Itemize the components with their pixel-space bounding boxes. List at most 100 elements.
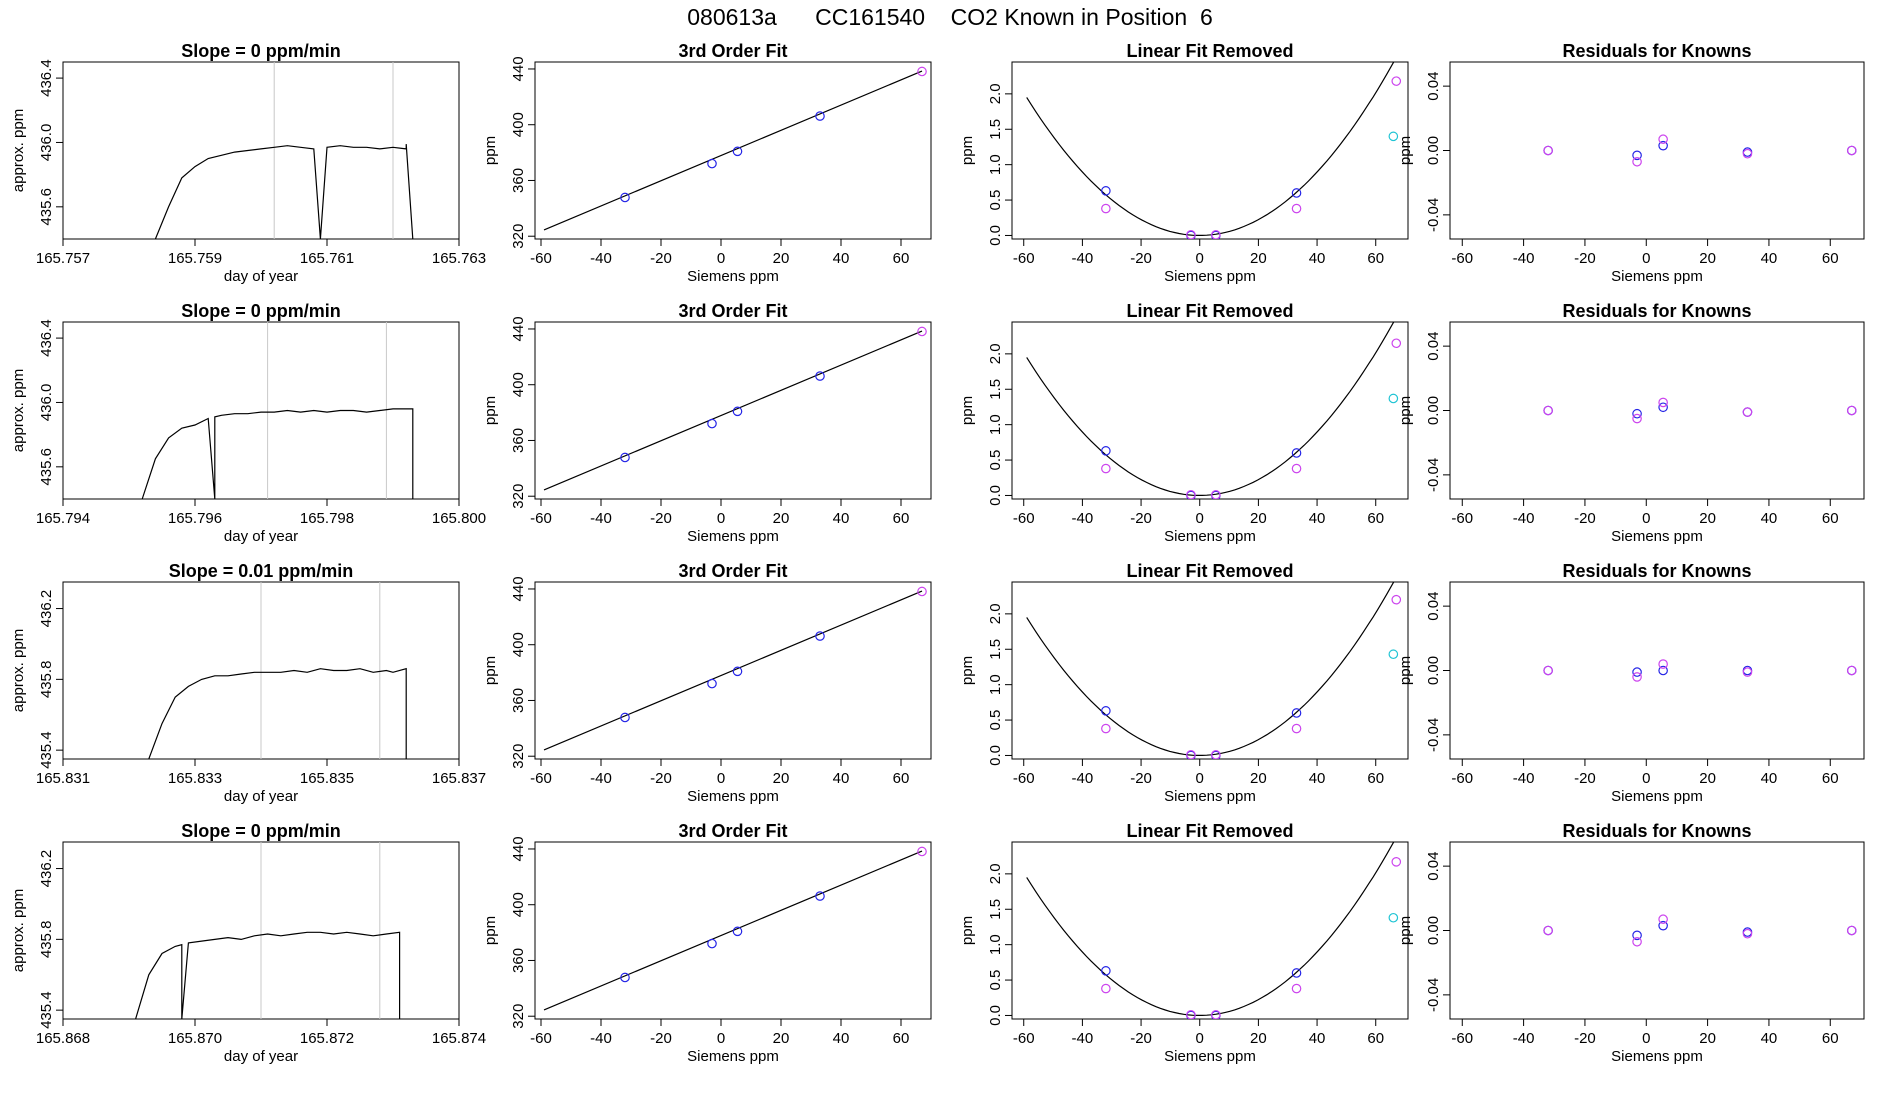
x-tick-label: 20 (1250, 250, 1267, 267)
y-axis-label: ppm (482, 396, 499, 425)
y-tick-label: 435.8 (38, 921, 55, 959)
data-point (1391, 76, 1402, 86)
data-point (815, 371, 825, 381)
x-axis-label: day of year (224, 528, 298, 545)
data-point (1658, 402, 1668, 413)
y-tick-label: 0.0 (987, 745, 1004, 766)
x-tick-label: 20 (773, 1030, 790, 1047)
y-tick-label: 436.0 (38, 124, 55, 162)
fit-curve (1026, 842, 1395, 1016)
data-point (707, 418, 717, 429)
plot-area (141, 322, 414, 499)
data-point (1846, 925, 1857, 936)
fit-curve (1026, 62, 1395, 236)
x-tick-label: 20 (1699, 250, 1716, 267)
plot-area (1026, 842, 1402, 1019)
x-axis-label: Siemens ppm (1611, 268, 1703, 285)
data-point (815, 631, 825, 641)
figure-title: 080613a CC161540 CO2 Known in Position 6 (687, 4, 1213, 30)
y-tick-label: 0.5 (987, 970, 1004, 991)
y-tick-label: 1.0 (987, 674, 1004, 695)
data-point (1291, 448, 1302, 458)
x-tick-label: -40 (590, 1030, 612, 1047)
data-point (1101, 983, 1111, 994)
y-tick-label: 360 (510, 948, 527, 973)
data-point (1658, 134, 1668, 145)
plot-frame (1449, 61, 1865, 240)
x-tick-label: 40 (1761, 1030, 1778, 1047)
x-tick-label: -20 (1574, 250, 1596, 267)
y-axis-label: approx. ppm (10, 629, 27, 712)
data-point (1101, 723, 1111, 734)
y-tick-label: 0.5 (987, 190, 1004, 211)
plot-frame (62, 61, 460, 240)
y-tick-label: 0.00 (1425, 916, 1442, 945)
y-tick-label: 1.5 (987, 379, 1004, 400)
x-tick-label: -20 (650, 510, 672, 527)
x-tick-label: -40 (1072, 250, 1094, 267)
x-tick-label: 60 (1822, 770, 1839, 787)
data-point (1388, 393, 1399, 404)
x-tick-label: 40 (1761, 770, 1778, 787)
plot-frame (1449, 321, 1865, 500)
y-tick-label: 0.04 (1425, 852, 1442, 881)
data-point (1632, 150, 1642, 161)
x-tick-label: 165.757 (36, 250, 90, 267)
x-tick-label: 40 (1309, 770, 1326, 787)
plot-frame (1011, 841, 1409, 1020)
y-tick-label: 1.5 (987, 119, 1004, 140)
x-tick-label: -60 (1013, 770, 1035, 787)
plot-area (1543, 134, 1857, 167)
data-point (1186, 749, 1196, 759)
plot-panel-p13: Slope = 0 ppm/min 165.868 165.870 165.872 16… (10, 821, 486, 1065)
plot-frame (534, 321, 932, 500)
data-point (1186, 489, 1196, 499)
data-point (1543, 665, 1553, 676)
y-tick-label: 2.0 (987, 343, 1004, 364)
y-tick-label: 436.0 (38, 384, 55, 422)
x-axis-label: Siemens ppm (1611, 528, 1703, 545)
x-axis-label: day of year (224, 268, 298, 285)
y-axis-label: ppm (959, 656, 976, 685)
y-axis-label: ppm (959, 136, 976, 165)
y-tick-label: 0.00 (1425, 136, 1442, 165)
x-tick-label: 40 (833, 510, 850, 527)
x-tick-label: 60 (1367, 250, 1384, 267)
y-axis-label: approx. ppm (10, 109, 27, 192)
data-point (1186, 1009, 1196, 1019)
y-tick-label: 0.00 (1425, 656, 1442, 685)
data-point (1101, 186, 1111, 196)
x-tick-label: 0 (1196, 250, 1204, 267)
fit-curve (1026, 322, 1395, 496)
x-tick-label: 0 (1196, 510, 1204, 527)
x-axis-label: Siemens ppm (687, 528, 779, 545)
plot-frame (1011, 61, 1409, 240)
plot-panel-p11: Linear Fit Removed -60 -40 -20 0 20 40 60 0.0 0.5… (959, 561, 1409, 805)
y-tick-label: 320 (510, 744, 527, 769)
data-point (1391, 857, 1402, 867)
data-point (1658, 140, 1668, 151)
y-axis-label: approx. ppm (10, 889, 27, 972)
y-axis-label: approx. ppm (10, 369, 27, 452)
y-axis-label: ppm (1397, 136, 1414, 165)
x-tick-label: 60 (893, 770, 910, 787)
y-tick-label: 320 (510, 484, 527, 509)
data-point (1658, 659, 1668, 669)
y-tick-label: -0.04 (1425, 718, 1442, 752)
series-line (154, 144, 414, 239)
x-tick-label: -60 (1451, 1030, 1473, 1047)
y-tick-label: 435.6 (38, 448, 55, 486)
y-tick-label: 360 (510, 428, 527, 453)
x-tick-label: -40 (590, 770, 612, 787)
plot-frame (534, 841, 932, 1020)
plot-frame (1449, 581, 1865, 760)
plot-title: Linear Fit Removed (1126, 561, 1293, 581)
data-point (1211, 489, 1221, 499)
y-tick-label: 400 (510, 892, 527, 917)
x-tick-label: 40 (1761, 250, 1778, 267)
x-tick-label: 60 (1367, 1030, 1384, 1047)
x-axis-label: Siemens ppm (687, 268, 779, 285)
data-point (620, 452, 630, 463)
plot-area (1026, 582, 1402, 759)
plot-title: 3rd Order Fit (678, 821, 787, 841)
